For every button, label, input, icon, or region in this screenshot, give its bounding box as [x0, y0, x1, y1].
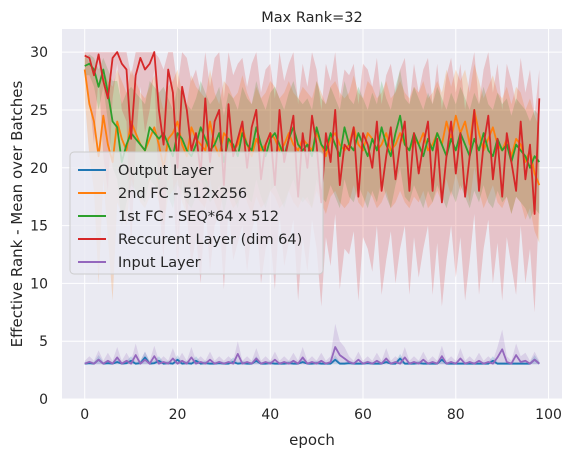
legend-entry-0: Output Layer [118, 163, 213, 179]
legend: Output Layer 2nd FC - 512x256 1st FC - SEQ… [69, 151, 324, 275]
y-tick-label: 15 [30, 219, 48, 235]
tick-label-layer: 0 20 40 60 80 100 0 5 10 15 20 25 30 [30, 45, 562, 423]
legend-entry-1: 2nd FC - 512x256 [118, 186, 247, 202]
y-tick-label: 25 [30, 103, 48, 119]
y-tick-label: 20 [30, 161, 48, 177]
chart-title: Max Rank=32 [261, 10, 362, 26]
x-axis-label: epoch [289, 431, 335, 449]
y-tick-label: 30 [30, 45, 48, 61]
x-tick-label: 60 [354, 407, 372, 423]
legend-box [69, 151, 324, 275]
x-tick-label: 40 [261, 407, 279, 423]
series-line-4 [84, 346, 540, 365]
series-band-4 [84, 323, 540, 365]
series-line-0 [84, 356, 540, 365]
x-tick-label: 80 [447, 407, 465, 423]
x-tick-label: 100 [535, 407, 562, 423]
y-tick-label: 10 [30, 276, 48, 292]
x-tick-label: 0 [80, 407, 89, 423]
y-tick-label: 0 [39, 392, 48, 408]
legend-entry-2: 1st FC - SEQ*64 x 512 [118, 209, 279, 225]
legend-entry-3: Reccurent Layer (dim 64) [118, 232, 302, 248]
y-axis-label: Effective Rank - Mean over Batches [8, 80, 26, 347]
y-tick-label: 5 [39, 334, 48, 350]
series-line-3 [84, 51, 541, 215]
series-band-0 [84, 351, 540, 365]
legend-entry-4: Input Layer [118, 255, 201, 271]
x-tick-label: 20 [169, 407, 187, 423]
